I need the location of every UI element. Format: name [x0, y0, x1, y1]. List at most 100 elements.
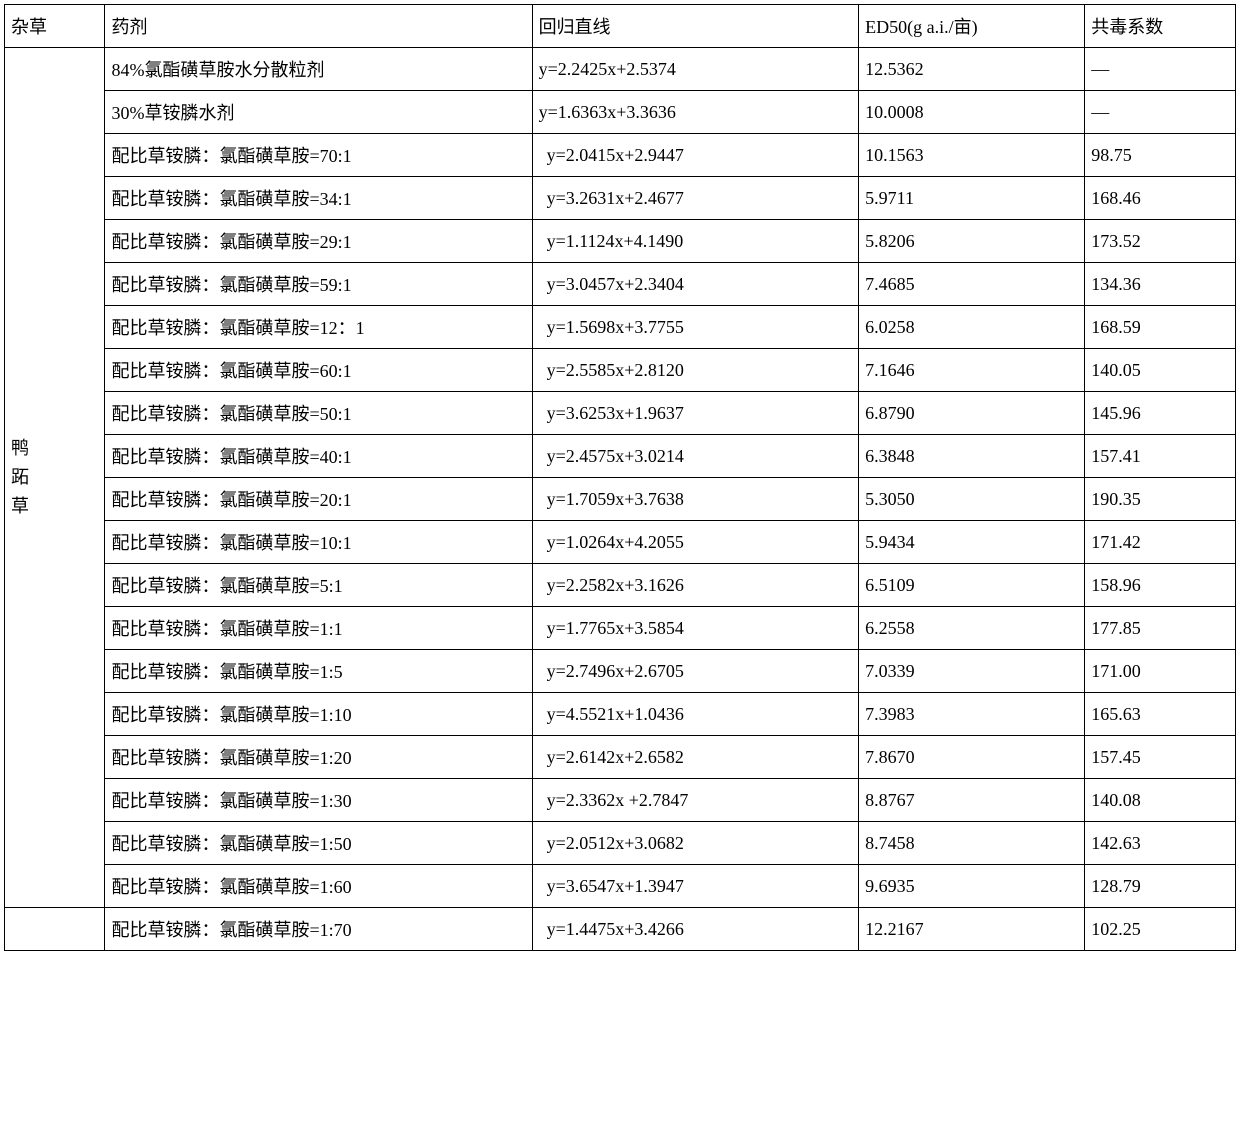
toxicity-cell: — — [1085, 91, 1236, 134]
regression-cell: y=3.2631x+2.4677 — [532, 177, 859, 220]
agent-cell: 配比草铵膦：氯酯磺草胺=1:5 — [105, 650, 532, 693]
toxicity-cell: 168.59 — [1085, 306, 1236, 349]
agent-cell: 配比草铵膦：氯酯磺草胺=20:1 — [105, 478, 532, 521]
regression-cell: y=2.0512x+3.0682 — [532, 822, 859, 865]
agent-cell: 配比草铵膦：氯酯磺草胺=10:1 — [105, 521, 532, 564]
regression-cell: y=2.6142x+2.6582 — [532, 736, 859, 779]
toxicity-cell: 98.75 — [1085, 134, 1236, 177]
toxicity-cell: 165.63 — [1085, 693, 1236, 736]
toxicity-cell: 177.85 — [1085, 607, 1236, 650]
agent-cell: 配比草铵膦：氯酯磺草胺=1:30 — [105, 779, 532, 822]
regression-cell: y=1.7765x+3.5854 — [532, 607, 859, 650]
regression-cell: y=3.6547x+1.3947 — [532, 865, 859, 908]
table-row: 配比草铵膦：氯酯磺草胺=50:1y=3.6253x+1.96376.879014… — [5, 392, 1236, 435]
toxicity-cell: 157.41 — [1085, 435, 1236, 478]
data-table: 杂草 药剂 回归直线 ED50(g a.i./亩) 共毒系数 鸭跖草84%氯酯磺… — [4, 4, 1236, 951]
agent-cell: 配比草铵膦：氯酯磺草胺=60:1 — [105, 349, 532, 392]
ed50-cell: 5.8206 — [859, 220, 1085, 263]
regression-cell: y=1.5698x+3.7755 — [532, 306, 859, 349]
agent-cell: 配比草铵膦：氯酯磺草胺=40:1 — [105, 435, 532, 478]
weed-char: 跖 — [11, 467, 29, 487]
regression-cell: y=1.0264x+4.2055 — [532, 521, 859, 564]
table-row: 配比草铵膦：氯酯磺草胺=1:5y=2.7496x+2.67057.0339171… — [5, 650, 1236, 693]
ed50-cell: 5.3050 — [859, 478, 1085, 521]
toxicity-cell: 134.36 — [1085, 263, 1236, 306]
regression-cell: y=2.3362x +2.7847 — [532, 779, 859, 822]
agent-cell: 配比草铵膦：氯酯磺草胺=5:1 — [105, 564, 532, 607]
agent-cell: 84%氯酯磺草胺水分散粒剂 — [105, 48, 532, 91]
weed-cell-empty — [5, 908, 105, 951]
toxicity-cell: 145.96 — [1085, 392, 1236, 435]
ed50-cell: 7.8670 — [859, 736, 1085, 779]
agent-cell: 配比草铵膦：氯酯磺草胺=29:1 — [105, 220, 532, 263]
header-weed: 杂草 — [5, 5, 105, 48]
header-agent: 药剂 — [105, 5, 532, 48]
agent-cell: 配比草铵膦：氯酯磺草胺=1:70 — [105, 908, 532, 951]
toxicity-cell: 157.45 — [1085, 736, 1236, 779]
regression-cell: y=4.5521x+1.0436 — [532, 693, 859, 736]
agent-cell: 配比草铵膦：氯酯磺草胺=1:1 — [105, 607, 532, 650]
agent-cell: 配比草铵膦：氯酯磺草胺=1:50 — [105, 822, 532, 865]
ed50-cell: 6.3848 — [859, 435, 1085, 478]
table-row: 配比草铵膦：氯酯磺草胺=40:1y=2.4575x+3.02146.384815… — [5, 435, 1236, 478]
table-row: 配比草铵膦：氯酯磺草胺=1:10y=4.5521x+1.04367.398316… — [5, 693, 1236, 736]
table-row: 配比草铵膦：氯酯磺草胺=5:1y=2.2582x+3.16266.5109158… — [5, 564, 1236, 607]
table-row: 配比草铵膦：氯酯磺草胺=1:30y=2.3362x +2.78478.87671… — [5, 779, 1236, 822]
weed-cell: 鸭跖草 — [5, 48, 105, 908]
table-row: 配比草铵膦：氯酯磺草胺=70:1y=2.0415x+2.944710.15639… — [5, 134, 1236, 177]
ed50-cell: 6.0258 — [859, 306, 1085, 349]
regression-cell: y=1.1124x+4.1490 — [532, 220, 859, 263]
agent-cell: 配比草铵膦：氯酯磺草胺=12：1 — [105, 306, 532, 349]
toxicity-cell: 158.96 — [1085, 564, 1236, 607]
regression-cell: y=2.2425x+2.5374 — [532, 48, 859, 91]
weed-char: 鸭 — [11, 438, 29, 458]
table-row: 配比草铵膦：氯酯磺草胺=1:70y=1.4475x+3.426612.21671… — [5, 908, 1236, 951]
toxicity-cell: 171.42 — [1085, 521, 1236, 564]
ed50-cell: 5.9434 — [859, 521, 1085, 564]
ed50-cell: 12.5362 — [859, 48, 1085, 91]
regression-cell: y=2.2582x+3.1626 — [532, 564, 859, 607]
agent-cell: 配比草铵膦：氯酯磺草胺=50:1 — [105, 392, 532, 435]
ed50-cell: 8.8767 — [859, 779, 1085, 822]
table-row: 30%草铵膦水剂y=1.6363x+3.363610.0008— — [5, 91, 1236, 134]
header-regression: 回归直线 — [532, 5, 859, 48]
ed50-cell: 7.3983 — [859, 693, 1085, 736]
ed50-cell: 12.2167 — [859, 908, 1085, 951]
ed50-cell: 10.1563 — [859, 134, 1085, 177]
regression-cell: y=3.6253x+1.9637 — [532, 392, 859, 435]
agent-cell: 配比草铵膦：氯酯磺草胺=1:10 — [105, 693, 532, 736]
table-row: 配比草铵膦：氯酯磺草胺=59:1y=3.0457x+2.34047.468513… — [5, 263, 1236, 306]
ed50-cell: 6.2558 — [859, 607, 1085, 650]
ed50-cell: 5.9711 — [859, 177, 1085, 220]
table-row: 配比草铵膦：氯酯磺草胺=10:1y=1.0264x+4.20555.943417… — [5, 521, 1236, 564]
toxicity-cell: 171.00 — [1085, 650, 1236, 693]
header-toxicity: 共毒系数 — [1085, 5, 1236, 48]
table-row: 配比草铵膦：氯酯磺草胺=20:1y=1.7059x+3.76385.305019… — [5, 478, 1236, 521]
table-row: 配比草铵膦：氯酯磺草胺=60:1y=2.5585x+2.81207.164614… — [5, 349, 1236, 392]
regression-cell: y=2.0415x+2.9447 — [532, 134, 859, 177]
table-row: 鸭跖草84%氯酯磺草胺水分散粒剂y=2.2425x+2.537412.5362— — [5, 48, 1236, 91]
toxicity-cell: 140.08 — [1085, 779, 1236, 822]
toxicity-cell: 128.79 — [1085, 865, 1236, 908]
header-ed50: ED50(g a.i./亩) — [859, 5, 1085, 48]
ed50-cell: 10.0008 — [859, 91, 1085, 134]
table-row: 配比草铵膦：氯酯磺草胺=29:1y=1.1124x+4.14905.820617… — [5, 220, 1236, 263]
agent-cell: 配比草铵膦：氯酯磺草胺=1:20 — [105, 736, 532, 779]
regression-cell: y=2.7496x+2.6705 — [532, 650, 859, 693]
table-row: 配比草铵膦：氯酯磺草胺=34:1y=3.2631x+2.46775.971116… — [5, 177, 1236, 220]
agent-cell: 配比草铵膦：氯酯磺草胺=1:60 — [105, 865, 532, 908]
table-row: 配比草铵膦：氯酯磺草胺=1:1y=1.7765x+3.58546.2558177… — [5, 607, 1236, 650]
ed50-cell: 7.4685 — [859, 263, 1085, 306]
table-row: 配比草铵膦：氯酯磺草胺=1:60y=3.6547x+1.39479.693512… — [5, 865, 1236, 908]
regression-cell: y=3.0457x+2.3404 — [532, 263, 859, 306]
regression-cell: y=1.7059x+3.7638 — [532, 478, 859, 521]
ed50-cell: 7.1646 — [859, 349, 1085, 392]
weed-char: 草 — [11, 496, 29, 516]
toxicity-cell: 142.63 — [1085, 822, 1236, 865]
header-row: 杂草 药剂 回归直线 ED50(g a.i./亩) 共毒系数 — [5, 5, 1236, 48]
toxicity-cell: 168.46 — [1085, 177, 1236, 220]
ed50-cell: 8.7458 — [859, 822, 1085, 865]
regression-cell: y=1.4475x+3.4266 — [532, 908, 859, 951]
toxicity-cell: — — [1085, 48, 1236, 91]
ed50-cell: 9.6935 — [859, 865, 1085, 908]
